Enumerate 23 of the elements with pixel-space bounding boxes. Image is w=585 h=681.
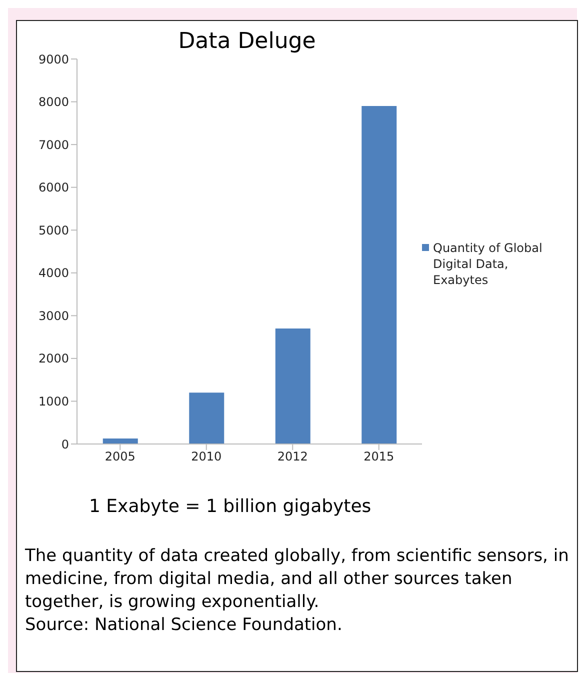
text: The quantity of data created globally, from scientific sensors, in medicine, from digital media, and all other sources taken together, is growing exponentially.	[25, 545, 569, 614]
y-tick-label: 1000	[38, 394, 69, 408]
legend-label: Quantity of Global Digital Data, Exabytes	[433, 240, 544, 288]
text: 1 Exabyte = 1 billion gigabytes	[89, 496, 372, 517]
bar	[362, 106, 397, 444]
y-tick-label: 5000	[38, 223, 69, 238]
x-tick-label: 2015	[364, 450, 394, 464]
x-tick-label: 2005	[104, 450, 136, 464]
y-tick-label: 4000	[38, 266, 69, 280]
bar	[275, 328, 310, 444]
y-tick-label: 3000	[38, 308, 69, 323]
bar	[102, 438, 138, 444]
y-tick-label: 9000	[38, 52, 69, 66]
y-tick-label: 8000	[38, 95, 69, 110]
source-note: Source: National Science Foundation.	[25, 614, 344, 637]
x-tick-label: 2010	[191, 450, 222, 464]
bar	[189, 392, 224, 444]
y-tick-label: 2000	[38, 352, 69, 366]
chart-title: Data Deluge	[177, 29, 317, 54]
y-tick-label: 7000	[38, 138, 69, 152]
x-tick-label: 2012	[277, 450, 308, 464]
y-tick-label: 6000	[38, 180, 69, 195]
y-tick-label: 0	[61, 437, 69, 452]
